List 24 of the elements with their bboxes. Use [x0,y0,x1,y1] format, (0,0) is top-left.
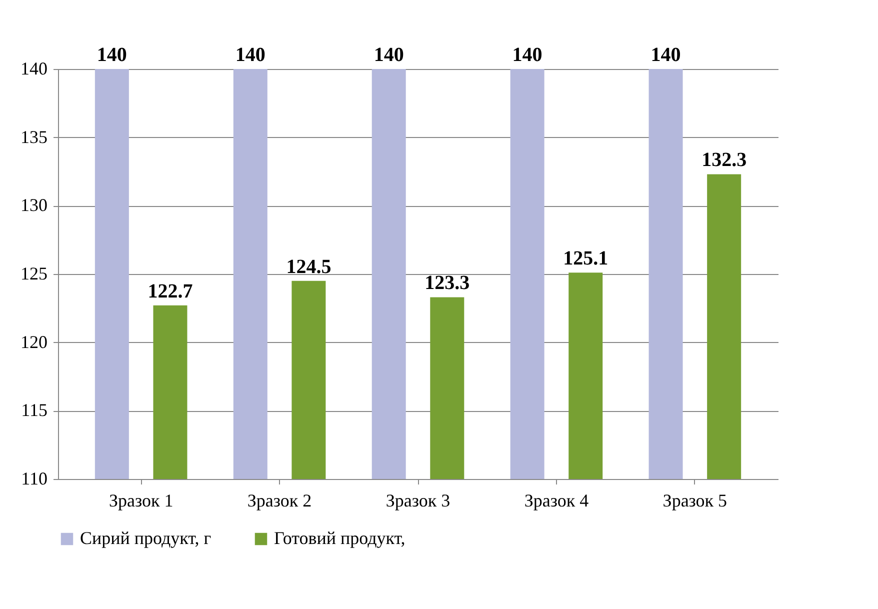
y-tick-label: 115 [21,400,48,420]
x-tick-label: Зразок 4 [524,490,589,510]
x-tick-label: Зразок 2 [247,490,312,510]
legend-label: Готовий продукт, [274,528,406,548]
y-tick-label: 120 [20,332,48,352]
legend-label: Сирий продукт, г [80,528,212,548]
data-label: 140 [96,44,127,66]
data-label: 132.3 [702,149,747,172]
x-tick-label: Зразок 5 [662,490,728,510]
data-label: 140 [235,44,266,66]
y-tick-label: 140 [20,58,48,78]
data-label: 122.7 [148,280,193,302]
data-label: 125.1 [563,248,608,270]
x-tick-label: Зразок 1 [108,490,174,510]
data-label: 124.5 [286,256,332,278]
x-tick-label: Зразок 3 [386,490,450,510]
y-tick-label: 125 [20,264,48,284]
y-tick-label: 130 [20,195,48,216]
data-label: 123.3 [424,272,470,294]
y-tick-label: 110 [21,468,48,488]
data-label: 140 [512,44,542,66]
data-label: 140 [650,44,681,66]
y-tick-label: 135 [20,126,48,147]
data-label: 140 [374,44,404,66]
